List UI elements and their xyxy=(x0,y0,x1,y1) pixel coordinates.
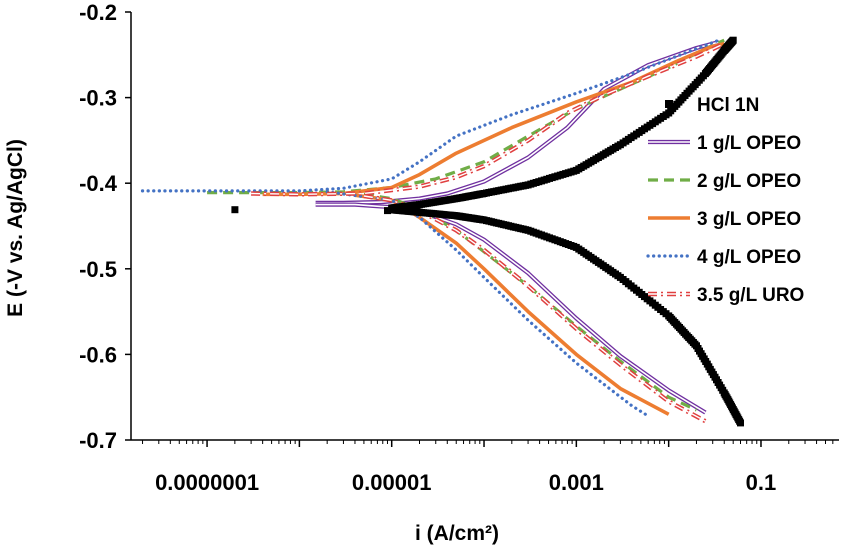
legend-item-3-g-l-opeo: 3 g/L OPEO xyxy=(648,209,801,230)
y-tick-label: -0.3 xyxy=(79,86,117,111)
legend-label: 1 g/L OPEO xyxy=(697,133,801,154)
x-tick-label: 0.001 xyxy=(549,470,604,495)
plot-area xyxy=(131,12,839,440)
x-axis-title: i (A/cm²) xyxy=(415,522,499,545)
y-tick-label: -0.6 xyxy=(79,342,117,367)
x-tick-label: 0.00001 xyxy=(352,470,432,495)
x-tick-label: 0.0000001 xyxy=(155,470,259,495)
y-tick-label: -0.5 xyxy=(79,257,117,282)
legend-item-1-g-l-opeo: 1 g/L OPEO xyxy=(648,133,801,154)
series-layer xyxy=(140,36,744,427)
hcl-point xyxy=(729,36,737,44)
legend-label: HCl 1N xyxy=(697,95,759,116)
y-tick-label: -0.2 xyxy=(79,0,117,25)
2-g-l-opeo-cathodic-line xyxy=(363,192,698,412)
x-tick-label: 0.1 xyxy=(746,470,777,495)
legend-swatch xyxy=(665,100,673,108)
axes-layer xyxy=(130,12,839,441)
legend-item-hcl-1n: HCl 1N xyxy=(665,95,759,116)
legend-label: 3 g/L OPEO xyxy=(697,209,801,230)
y-tick-label: -0.7 xyxy=(79,428,117,453)
legend-label: 3.5 g/L URO xyxy=(697,285,804,306)
legend-item-3-5-g-l-uro: 3.5 g/L URO xyxy=(648,285,804,306)
y-tick-label: -0.4 xyxy=(79,171,118,196)
1-g-l-opeo-anodic-line-inner xyxy=(315,41,720,204)
series-4-g-l-opeo xyxy=(140,38,721,418)
hcl-point xyxy=(231,206,239,214)
hcl-point xyxy=(410,207,418,215)
3-5-g-l-uro-anodic-line-inner xyxy=(251,43,725,196)
4-g-l-opeo-cathodic-line xyxy=(325,190,650,418)
hcl-point xyxy=(737,419,744,427)
legend-label: 4 g/L OPEO xyxy=(697,247,801,268)
ticks-layer: -0.2 -0.3 -0.4 -0.5 -0.6 -0.7 0.0000001 0.00001… xyxy=(79,0,834,495)
legend-item-2-g-l-opeo: 2 g/L OPEO xyxy=(648,171,801,192)
series-hcl-1n xyxy=(231,36,744,427)
legend-label: 2 g/L OPEO xyxy=(697,171,801,192)
1-g-l-opeo-cathodic-line-inner xyxy=(315,203,706,414)
series-1-g-l-opeo xyxy=(315,39,720,415)
4-g-l-opeo-anodic-line xyxy=(140,38,721,193)
hcl-point xyxy=(384,207,391,215)
y-axis-title: E (-V vs. Ag/AgCl) xyxy=(4,139,27,317)
legend: HCl 1N 1 g/L OPEO 2 g/L OPEO 3 g/L OPEO 4 g/… xyxy=(646,95,804,306)
legend-item-4-g-l-opeo: 4 g/L OPEO xyxy=(646,247,801,268)
